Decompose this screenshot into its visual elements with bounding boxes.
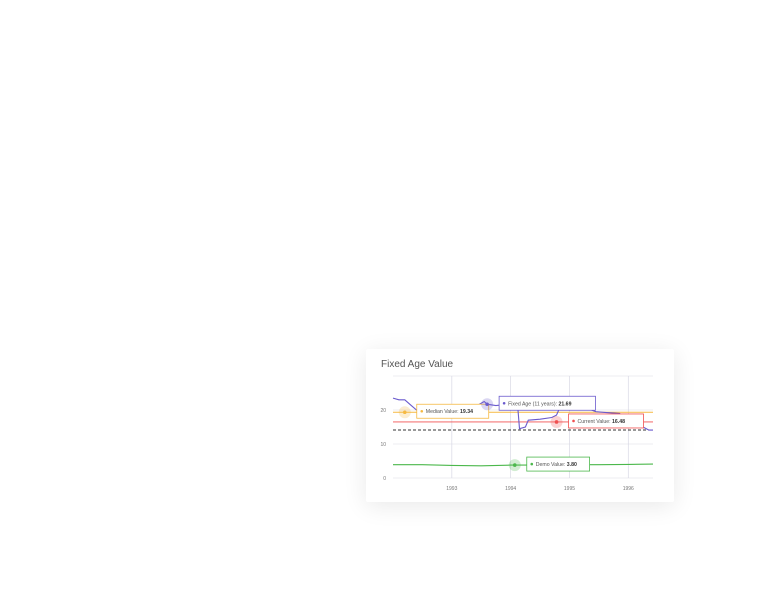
annotation-tooltip: Demo Value: 3.80 <box>526 456 590 472</box>
tooltip-label: Demo Value: <box>536 462 567 468</box>
tooltip-value: 19.34 <box>460 409 473 415</box>
x-tick-label: 1995 <box>564 486 575 492</box>
tooltip-dot <box>502 401 506 405</box>
tooltip-text: Fixed Age (11 years): 21.69 <box>508 401 571 407</box>
series-line <box>393 463 654 467</box>
y-tick-label: 0 <box>383 476 386 482</box>
tooltip-box <box>498 395 596 411</box>
x-tick-label: 1996 <box>623 486 634 492</box>
tooltip-text: Current Value: 16.48 <box>578 419 626 425</box>
tooltip-text: Demo Value: 3.80 <box>536 462 577 468</box>
tooltip-value: 3.80 <box>567 462 577 468</box>
tooltip-box <box>568 413 644 429</box>
annotation-tooltip: Current Value: 16.48 <box>568 413 644 429</box>
annotation-point <box>485 402 489 407</box>
tooltip-label: Fixed Age (11 years): <box>508 401 558 407</box>
annotation-point <box>512 463 517 467</box>
chart-plot: 1993 1994 1995 1996 0 10 20 Median Value: 19.34… <box>380 375 654 492</box>
tooltip-value: 16.48 <box>612 419 625 425</box>
tooltip-label: Median Value: <box>426 409 460 415</box>
annotation-point <box>554 420 559 424</box>
chart-card: Fixed Age Value 1993 1994 1995 1996 0 10 20 Med… <box>366 349 674 502</box>
tooltip-label: Current Value: <box>578 419 613 425</box>
tooltip-box <box>416 403 490 419</box>
annotation-tooltip: Median Value: 19.34 <box>416 403 490 419</box>
tooltip-dot <box>530 462 534 466</box>
tooltip-value: 21.69 <box>558 401 571 407</box>
chart-title: Fixed Age Value <box>381 359 454 370</box>
annotation-point <box>402 410 407 415</box>
y-tick-label: 20 <box>380 408 386 414</box>
tooltip-dot <box>572 419 575 423</box>
x-tick-label: 1994 <box>505 486 516 492</box>
tooltip-text: Median Value: 19.34 <box>426 409 473 415</box>
tooltip-box <box>526 456 590 472</box>
y-tick-label: 10 <box>380 442 386 448</box>
annotation-tooltip: Fixed Age (11 years): 21.69 <box>498 395 596 411</box>
x-tick-label: 1993 <box>446 486 457 492</box>
tooltip-dot <box>420 409 424 413</box>
